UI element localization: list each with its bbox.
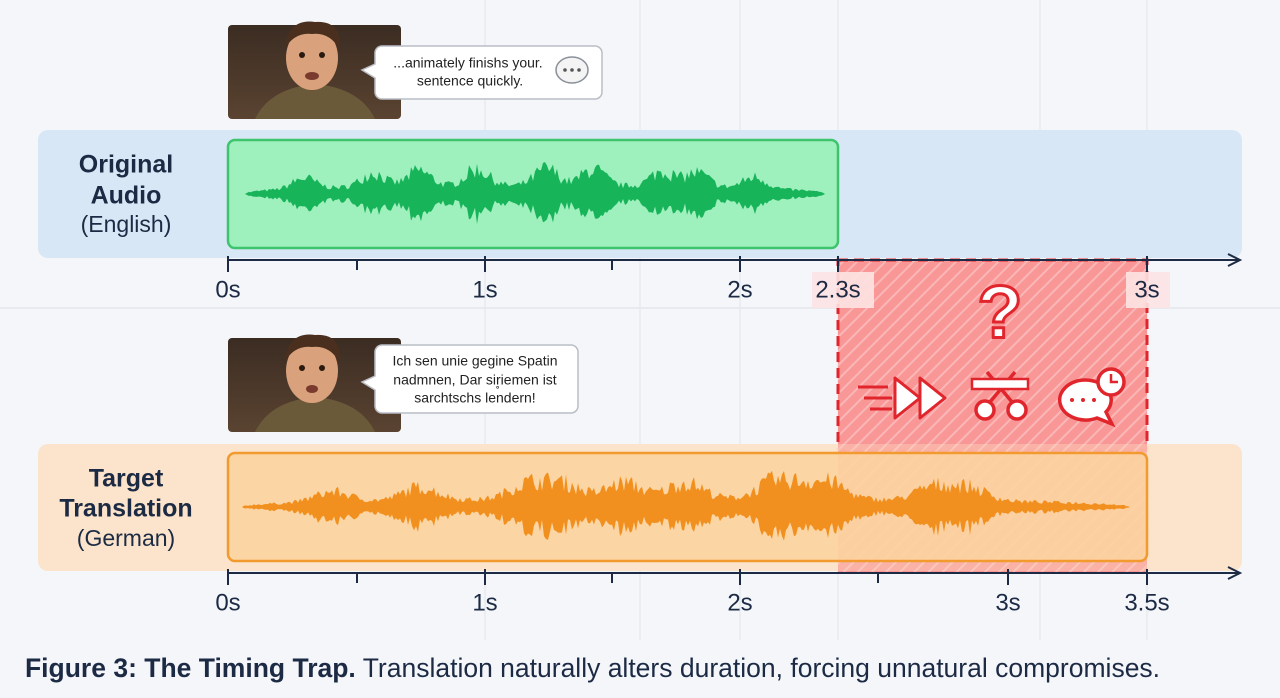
caption-bold: Figure 3: The Timing Trap. [25, 653, 356, 683]
axes: 0s 1s 2s 2.3s 3s 0s 1s 2s 3s 3.5s [215, 253, 1243, 616]
row-label: Original [79, 151, 173, 179]
axis-label: 3s [995, 589, 1020, 616]
overflow-border [836, 258, 1149, 452]
bubble-text: Ich sen unie gegine Spatin [392, 353, 557, 369]
question-mark: ? [977, 271, 1022, 354]
row-label: Translation [59, 495, 192, 523]
axis-label: 0s [215, 589, 240, 616]
bubble-text: sentence quickly. [417, 73, 523, 89]
speaker-avatar [228, 334, 401, 432]
axis-arrow [1227, 566, 1243, 580]
speech-bubble [360, 344, 579, 414]
speaker-avatar [228, 21, 401, 119]
bubble-text: sarchtschs lendern! [414, 390, 535, 406]
translation-waveform [242, 470, 1130, 541]
row-label: Target [89, 465, 164, 493]
chat-icon [555, 56, 589, 84]
label-highlight [1126, 272, 1170, 308]
row-sublabel: (English) [81, 211, 172, 237]
row-label: Audio [91, 182, 162, 210]
delayed-chat-icon [1058, 367, 1126, 428]
axis-label: 3s [1134, 276, 1159, 303]
original-waveform [245, 162, 825, 225]
axis-label: 1s [472, 276, 497, 303]
axis-label: 0s [215, 276, 240, 303]
waveform [242, 470, 1130, 541]
bubble-text: nadmnen, Dar sir̥iemen ist [393, 372, 557, 389]
axis-label: 3.5s [1124, 589, 1169, 616]
speech-bubble [360, 45, 603, 100]
bubble-text: ...animately finishs your. [393, 55, 542, 71]
caption-text: Translation naturally alters duration, f… [356, 653, 1160, 683]
axis-label: 1s [472, 589, 497, 616]
fast-forward-icon [858, 376, 947, 420]
caption: Figure 3: The Timing Trap. Translation n… [25, 653, 1160, 683]
axis-label: 2s [727, 589, 752, 616]
row-sublabel: (German) [77, 525, 175, 551]
label-highlight [812, 272, 874, 308]
waveform [245, 162, 825, 225]
axis-label: 2.3s [815, 276, 860, 303]
scissors-icon [970, 370, 1030, 421]
axis-label: 2s [727, 276, 752, 303]
axis-arrow [1227, 253, 1243, 267]
